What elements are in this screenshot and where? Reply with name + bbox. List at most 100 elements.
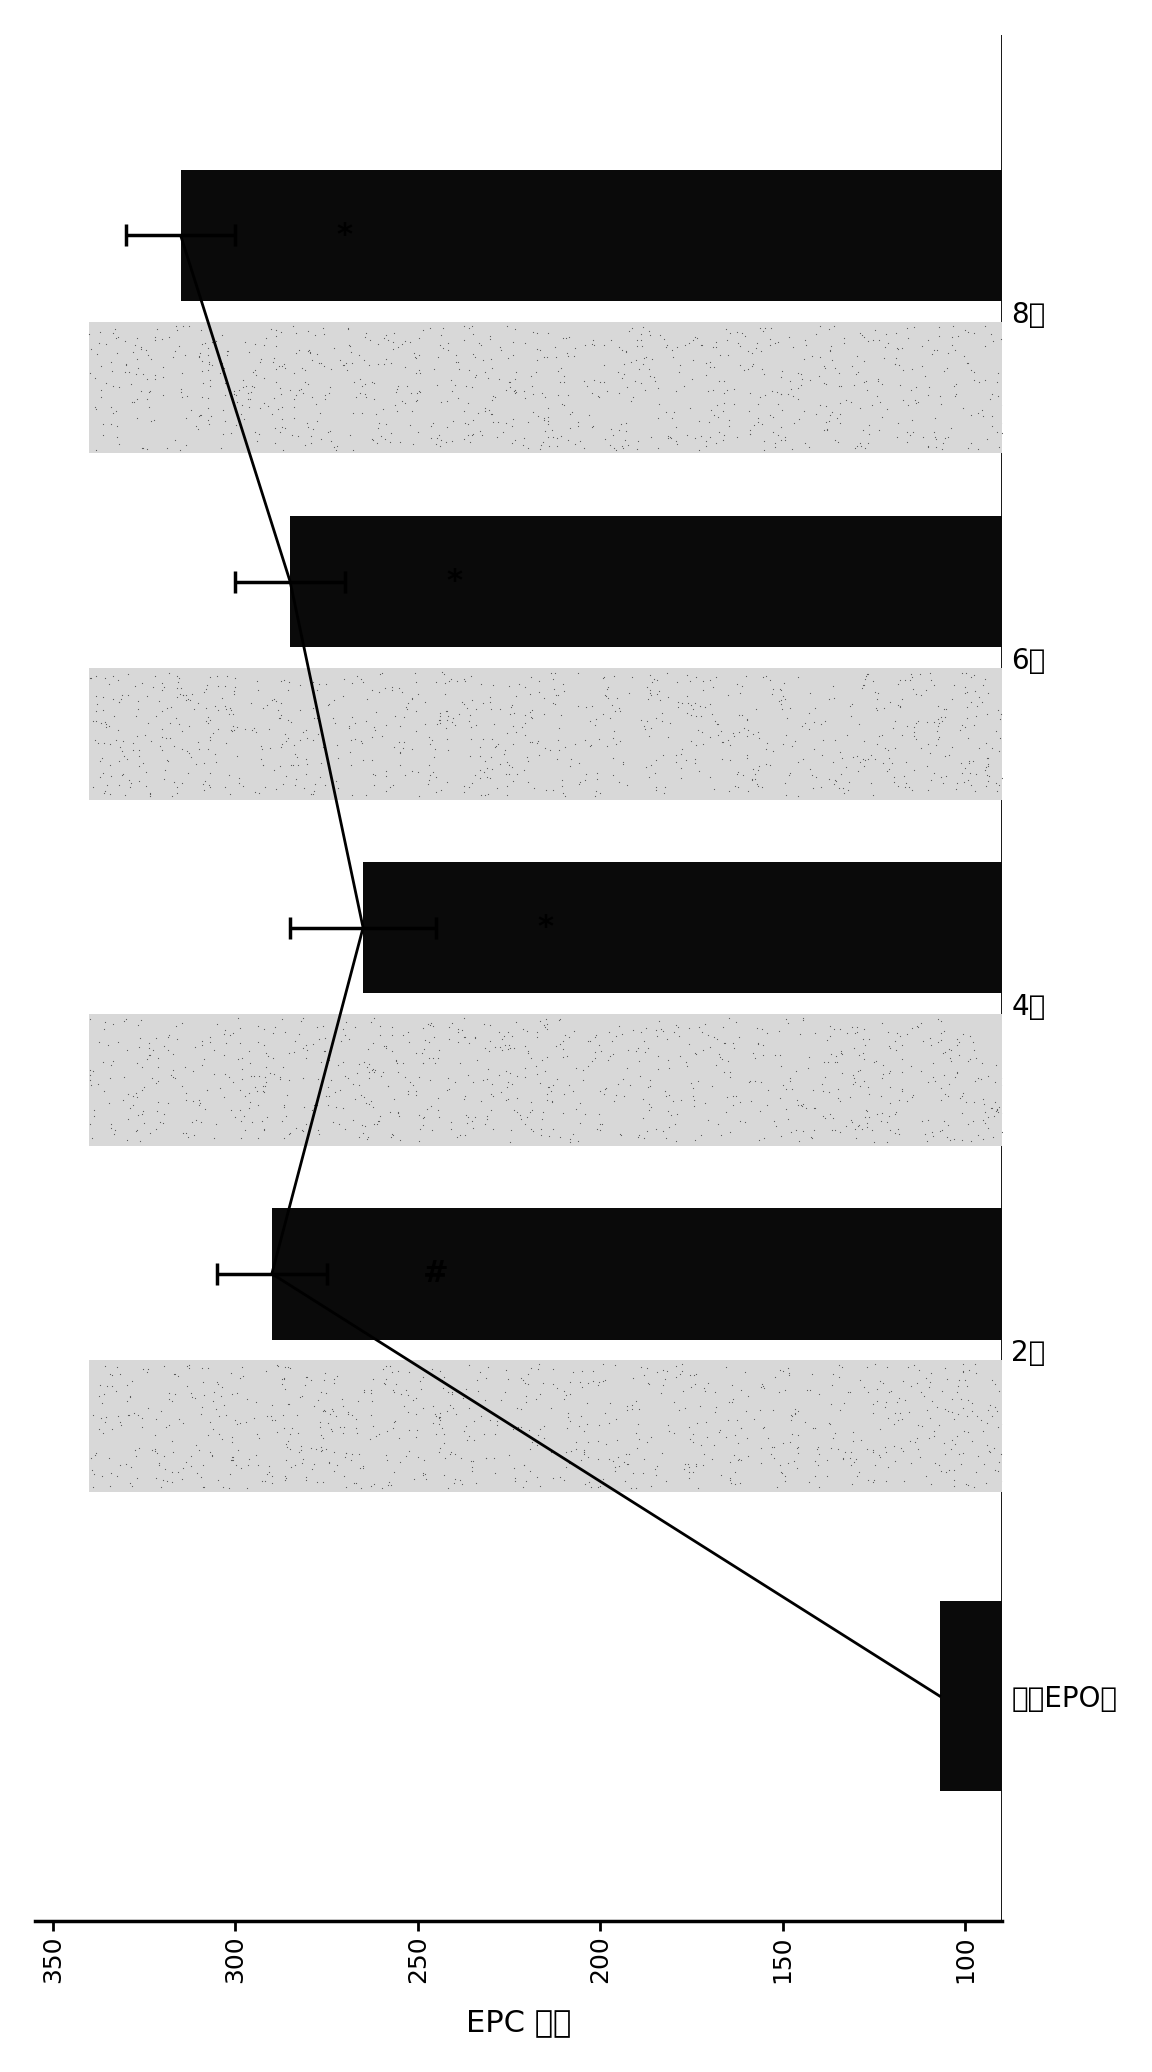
Point [114, 723, 132, 756]
Point [564, 340, 583, 373]
Point [772, 377, 790, 410]
Point [85, 363, 104, 396]
Point [407, 1077, 425, 1111]
Point [751, 1446, 770, 1479]
Point [772, 688, 790, 721]
Point [620, 1438, 638, 1471]
Point [736, 1355, 755, 1388]
Point [230, 1011, 249, 1044]
Point [479, 1034, 498, 1067]
Point [1024, 742, 1043, 775]
Point [236, 369, 255, 402]
Point [821, 1098, 840, 1131]
Point [987, 767, 1006, 800]
Point [819, 1044, 838, 1077]
Point [1028, 1382, 1046, 1415]
Point [893, 719, 911, 752]
Point [274, 1363, 293, 1397]
Bar [90, 321, 1152, 454]
Point [1078, 725, 1097, 758]
Point [1092, 342, 1111, 375]
Point [476, 1109, 494, 1142]
Point [1093, 1461, 1112, 1494]
Point [575, 1434, 593, 1467]
Point [94, 1378, 113, 1411]
Point [457, 371, 476, 404]
Point [94, 1415, 113, 1448]
Point [823, 1432, 841, 1465]
Point [431, 702, 449, 736]
Point [302, 777, 320, 810]
Point [609, 414, 628, 448]
Point [81, 1063, 99, 1096]
Point [447, 338, 465, 371]
Point [357, 779, 376, 812]
Point [444, 1376, 462, 1409]
Point [147, 1094, 166, 1127]
Point [953, 1123, 971, 1156]
Point [343, 1102, 362, 1135]
Point [179, 379, 197, 412]
Point [653, 704, 672, 738]
Point [621, 346, 639, 379]
Point [715, 377, 734, 410]
Point [283, 419, 302, 452]
Point [294, 1090, 312, 1123]
Point [636, 713, 654, 746]
Point [377, 1032, 395, 1065]
Point [736, 1106, 755, 1140]
Point [460, 408, 478, 441]
Point [111, 1407, 129, 1440]
Point [976, 365, 994, 398]
Point [818, 1459, 836, 1492]
Point [132, 1401, 151, 1434]
Point [296, 354, 314, 387]
Point [1082, 725, 1100, 758]
Point [785, 1444, 803, 1477]
Point [529, 725, 547, 758]
Point [1146, 1469, 1152, 1502]
Point [925, 416, 943, 450]
Point [399, 1378, 417, 1411]
Point [616, 336, 635, 369]
Point [901, 1423, 919, 1457]
Point [234, 371, 252, 404]
Point [416, 707, 434, 740]
Point [781, 1399, 799, 1432]
Point [856, 661, 874, 694]
Point [247, 1386, 265, 1419]
Point [404, 1384, 423, 1417]
Point [242, 686, 260, 719]
Point [896, 663, 915, 696]
Point [781, 1065, 799, 1098]
Point [696, 1086, 714, 1119]
Point [482, 398, 500, 431]
Point [104, 1044, 122, 1077]
Point [311, 1405, 329, 1438]
Point [720, 410, 738, 443]
Point [789, 1436, 808, 1469]
Point [192, 1351, 211, 1384]
Point [1132, 423, 1151, 456]
Point [1029, 702, 1047, 736]
Point [424, 406, 442, 439]
Point [266, 1011, 285, 1044]
Point [206, 690, 225, 723]
Point [101, 1048, 120, 1082]
Point [578, 1407, 597, 1440]
Point [1122, 1080, 1140, 1113]
Point [938, 1121, 956, 1154]
Point [969, 433, 987, 466]
Point [854, 742, 872, 775]
Point [131, 1125, 150, 1158]
Point [1136, 406, 1152, 439]
Point [576, 723, 594, 756]
Point [1116, 1442, 1135, 1475]
Point [407, 342, 425, 375]
Point [222, 1426, 241, 1459]
Point [905, 754, 924, 787]
Point [1011, 1394, 1030, 1428]
Point [138, 1351, 157, 1384]
Point [836, 1109, 855, 1142]
Point [215, 1059, 234, 1092]
